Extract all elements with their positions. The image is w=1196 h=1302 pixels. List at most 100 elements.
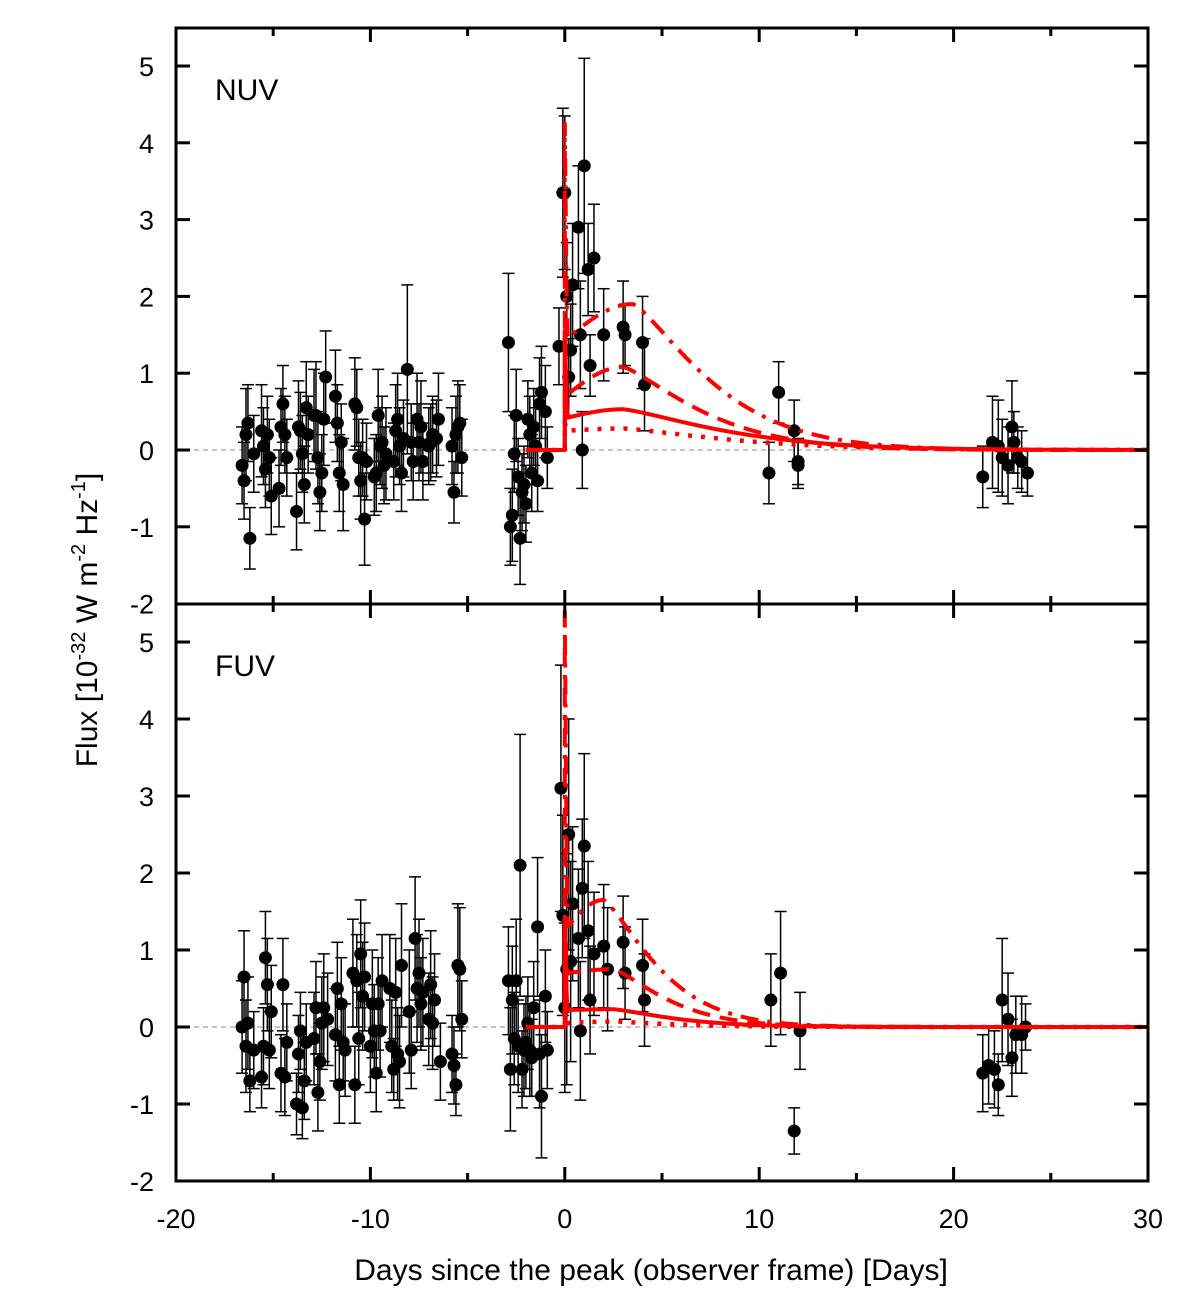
data-point: [517, 445, 531, 524]
data-point: [313, 453, 327, 532]
y-tick-label: 5: [139, 628, 154, 658]
data-point: [389, 937, 403, 1047]
data-point: [453, 906, 467, 1032]
data-point: [321, 972, 335, 1067]
y-tick-label: 1: [139, 936, 154, 966]
data-marker: [255, 1070, 269, 1084]
data-point: [416, 937, 430, 1047]
data-marker: [509, 408, 523, 422]
x-tick-label: -20: [156, 1204, 195, 1234]
data-point: [455, 980, 469, 1059]
data-marker: [455, 1012, 469, 1026]
data-point: [315, 433, 329, 513]
data-marker: [995, 993, 1009, 1007]
data-marker: [772, 385, 786, 399]
data-marker: [295, 1101, 309, 1115]
data-point: [414, 956, 428, 1051]
data-point: [577, 57, 591, 275]
data-marker: [455, 451, 469, 465]
data-point: [531, 856, 545, 997]
data-marker: [577, 159, 591, 173]
fuv-panel: FUV 5 4 3 2 1 0 -1 -2: [130, 602, 1150, 1197]
x-tick-labels: -20 -10 0 10 20 30: [156, 1204, 1163, 1234]
data-point: [1015, 430, 1029, 493]
data-marker: [321, 1012, 335, 1026]
data-point: [241, 383, 255, 463]
data-point: [519, 464, 533, 543]
data-marker: [429, 431, 443, 445]
data-marker: [571, 220, 585, 234]
data-marker: [315, 466, 329, 480]
nuv-panel: NUV 5 4 3 2 1 0 -1 -2: [130, 26, 1150, 620]
data-marker: [540, 451, 554, 465]
data-point: [290, 472, 304, 551]
data-marker: [393, 1055, 407, 1069]
data-point: [431, 372, 445, 467]
data-point: [447, 1026, 461, 1105]
data-point: [393, 1014, 407, 1109]
data-point: [636, 295, 650, 390]
panel-frame: [174, 26, 1150, 606]
data-marker: [241, 416, 255, 430]
data-point: [426, 976, 440, 1071]
data-marker: [501, 335, 515, 349]
y-tick-label: 2: [139, 859, 154, 889]
data-marker: [276, 397, 290, 411]
y-tick-label: 1: [139, 359, 154, 389]
data-point: [762, 441, 776, 505]
data-marker: [527, 1001, 541, 1015]
data-point: [976, 445, 990, 509]
data-point: [587, 203, 601, 313]
y-axis-title-exp1: -32: [68, 632, 90, 661]
data-marker: [328, 389, 342, 403]
data-marker: [301, 428, 315, 442]
data-point: [301, 395, 315, 474]
data-marker: [360, 455, 374, 469]
data-point: [513, 491, 527, 586]
data-point: [360, 422, 374, 501]
data-marker: [262, 1043, 276, 1057]
data-point: [455, 418, 469, 497]
data-marker: [433, 1055, 447, 1069]
data-marker: [638, 993, 652, 1007]
y-axis-title-prefix: Flux [10: [71, 661, 104, 768]
data-point: [774, 910, 788, 1036]
data-marker: [319, 370, 333, 384]
data-point: [573, 280, 587, 390]
y-tick-label: 0: [139, 1013, 154, 1043]
data-marker: [513, 858, 527, 872]
data-marker: [774, 966, 788, 980]
data-marker: [573, 1024, 587, 1038]
data-point: [501, 272, 515, 413]
data-marker: [527, 420, 541, 434]
y-tick-label: 3: [139, 206, 154, 236]
x-axis-title: Days since the peak (observer frame) [Da…: [354, 1254, 948, 1287]
data-marker: [431, 412, 445, 426]
data-point: [416, 422, 430, 501]
data-marker: [1020, 466, 1034, 480]
plot-area: [235, 57, 1148, 586]
model-curve-dashed: [524, 329, 1148, 452]
data-marker: [538, 989, 552, 1003]
data-marker: [358, 970, 372, 984]
data-marker: [400, 362, 414, 376]
data-point: [241, 976, 255, 1071]
data-point: [793, 991, 807, 1071]
data-marker: [503, 520, 517, 534]
data-point: [293, 991, 307, 1071]
data-point: [428, 953, 442, 1047]
y-axis-title-mid: W m: [71, 562, 104, 632]
data-point: [400, 284, 414, 455]
x-tick-label: 30: [1133, 1204, 1163, 1234]
y-tick-label: -1: [130, 513, 154, 543]
data-marker: [290, 504, 304, 518]
model-curve-dashdot: [524, 121, 1148, 452]
data-point: [404, 1010, 418, 1090]
data-marker: [575, 881, 589, 895]
data-point: [583, 334, 597, 397]
data-marker: [428, 993, 442, 1007]
data-point: [433, 1022, 447, 1101]
data-point: [581, 222, 595, 317]
y-tick-label: 5: [139, 52, 154, 82]
